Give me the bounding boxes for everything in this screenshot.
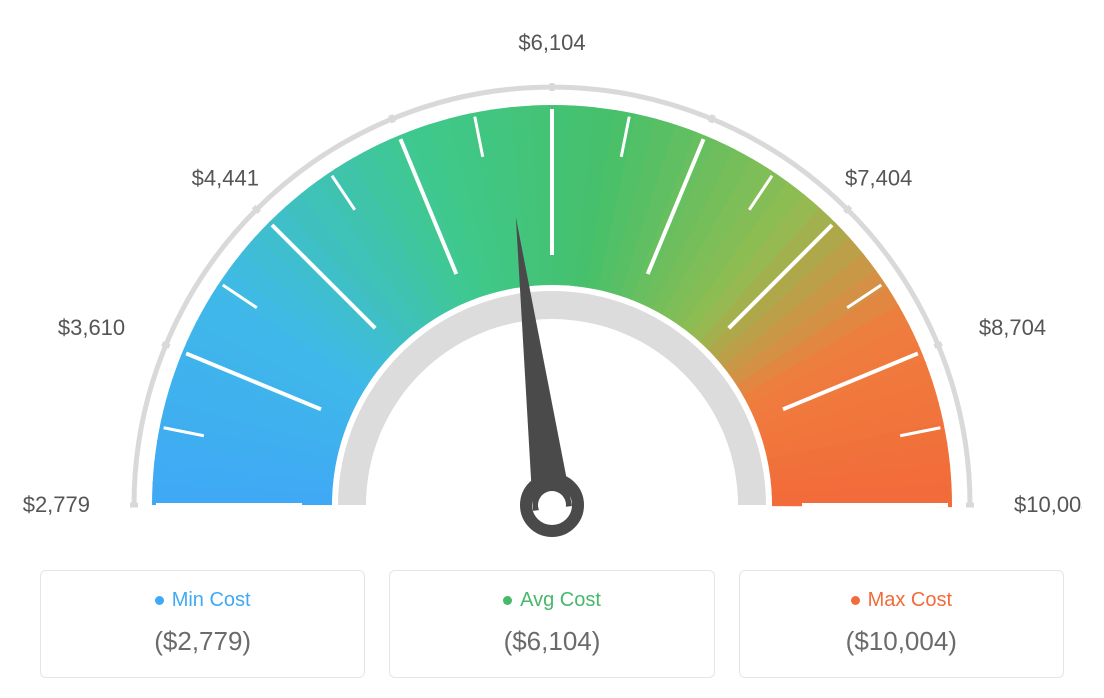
gauge-tick-label: $6,104 (518, 30, 585, 55)
max-cost-card: Max Cost ($10,004) (739, 570, 1064, 678)
avg-dot-icon (503, 596, 512, 605)
gauge-tick-label: $2,779 (23, 492, 90, 517)
avg-cost-label-row: Avg Cost (503, 589, 601, 612)
gauge-tick-label: $10,004 (1014, 492, 1082, 517)
min-cost-card: Min Cost ($2,779) (40, 570, 365, 678)
gauge-tick-label: $3,610 (58, 315, 125, 340)
max-cost-value: ($10,004) (760, 626, 1043, 657)
gauge-tick-label: $7,404 (845, 165, 912, 190)
min-dot-icon (155, 596, 164, 605)
gauge-svg: $2,779 $3,610 $4,441 $6,104 $7,404 $8,704 $10,… (22, 20, 1082, 560)
max-cost-label-row: Max Cost (851, 589, 952, 612)
max-cost-label: Max Cost (868, 589, 952, 612)
min-cost-label-row: Min Cost (155, 589, 251, 612)
max-dot-icon (851, 596, 860, 605)
summary-cards: Min Cost ($2,779) Avg Cost ($6,104) Max … (20, 570, 1084, 678)
gauge-tick-label: $8,704 (979, 315, 1046, 340)
avg-cost-value: ($6,104) (410, 626, 693, 657)
min-cost-label: Min Cost (172, 589, 251, 612)
avg-cost-label: Avg Cost (520, 589, 601, 612)
min-cost-value: ($2,779) (61, 626, 344, 657)
avg-cost-card: Avg Cost ($6,104) (389, 570, 714, 678)
gauge-chart: $2,779 $3,610 $4,441 $6,104 $7,404 $8,704 $10,… (22, 20, 1082, 560)
gauge-tick-label: $4,441 (192, 165, 259, 190)
